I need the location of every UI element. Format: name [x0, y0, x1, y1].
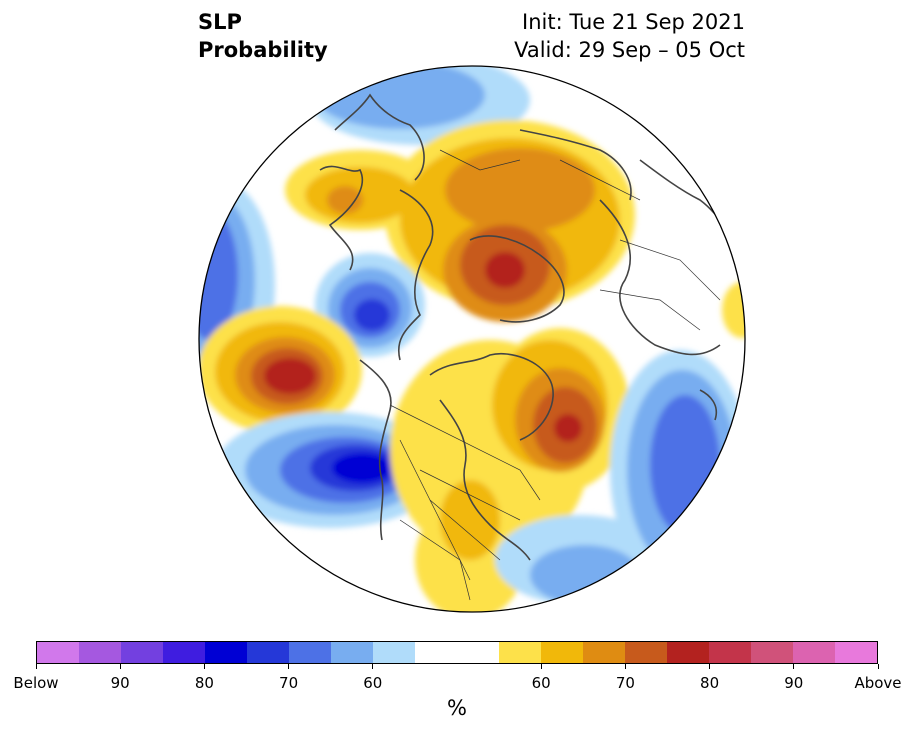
colorbar-tick-mark	[793, 664, 795, 669]
colorbar-tick-label: 70	[279, 674, 299, 692]
colorbar-unit-label: %	[447, 696, 467, 720]
colorbar-tick-label: 60	[363, 674, 383, 692]
probability-field	[199, 66, 745, 612]
above-region-canada	[390, 328, 630, 612]
above-region-europe-edge	[722, 282, 745, 338]
colorbar-swatch	[709, 642, 751, 663]
colorbar-tick-label: Below	[13, 674, 59, 692]
above-region-arctic	[285, 120, 635, 322]
variable-label: SLP	[198, 10, 242, 34]
colorbar-swatch	[121, 642, 163, 663]
colorbar-tick-label: 70	[615, 674, 635, 692]
colorbar-swatch	[373, 642, 415, 663]
colorbar-swatch	[751, 642, 793, 663]
colorbar-tick-label: 90	[784, 674, 804, 692]
colorbar-tick-mark	[203, 664, 205, 669]
product-label: Probability	[198, 38, 328, 62]
colorbar-tick-label: Above	[854, 674, 902, 692]
colorbar-swatch	[625, 642, 667, 663]
colorbar-tick-mark	[288, 664, 290, 669]
colorbar-tick-label: 90	[110, 674, 130, 692]
colorbar-swatch	[79, 642, 121, 663]
colorbar-swatch	[205, 642, 247, 663]
date-info: Init: Tue 21 Sep 2021 Valid: 29 Sep – 05…	[514, 8, 745, 64]
colorbar-tick-mark	[877, 664, 879, 669]
political-borders	[389, 149, 721, 601]
colorbar-tick-mark	[540, 664, 542, 669]
colorbar-swatch	[247, 642, 289, 663]
polar-map	[198, 65, 746, 613]
map-title: SLP Probability	[198, 8, 328, 64]
colorbar-swatch	[163, 642, 205, 663]
colorbar-swatch	[793, 642, 835, 663]
colorbar-swatch	[37, 642, 79, 663]
colorbar-tick-mark	[372, 664, 374, 669]
coastlines	[319, 93, 741, 561]
colorbar-swatch	[415, 642, 457, 663]
colorbar-tick-label: 80	[700, 674, 720, 692]
colorbar-tick-mark	[119, 664, 121, 669]
above-region-north-pacific	[199, 306, 362, 434]
colorbar-tick-mark	[35, 664, 37, 669]
colorbar-tick-label: 80	[194, 674, 214, 692]
map-boundary	[198, 65, 746, 613]
colorbar-swatch	[289, 642, 331, 663]
colorbar	[36, 641, 878, 664]
valid-date-label: Valid: 29 Sep – 05 Oct	[514, 38, 745, 62]
colorbar-swatch	[499, 642, 541, 663]
colorbar-swatch	[835, 642, 877, 663]
init-date-label: Init: Tue 21 Sep 2021	[522, 10, 745, 34]
colorbar-swatch	[667, 642, 709, 663]
colorbar-swatch	[583, 642, 625, 663]
colorbar-tick-label: 60	[531, 674, 551, 692]
colorbar-swatch	[457, 642, 499, 663]
colorbar-swatch	[541, 642, 583, 663]
colorbar-tick-mark	[709, 664, 711, 669]
colorbar-swatch	[331, 642, 373, 663]
colorbar-tick-mark	[624, 664, 626, 669]
